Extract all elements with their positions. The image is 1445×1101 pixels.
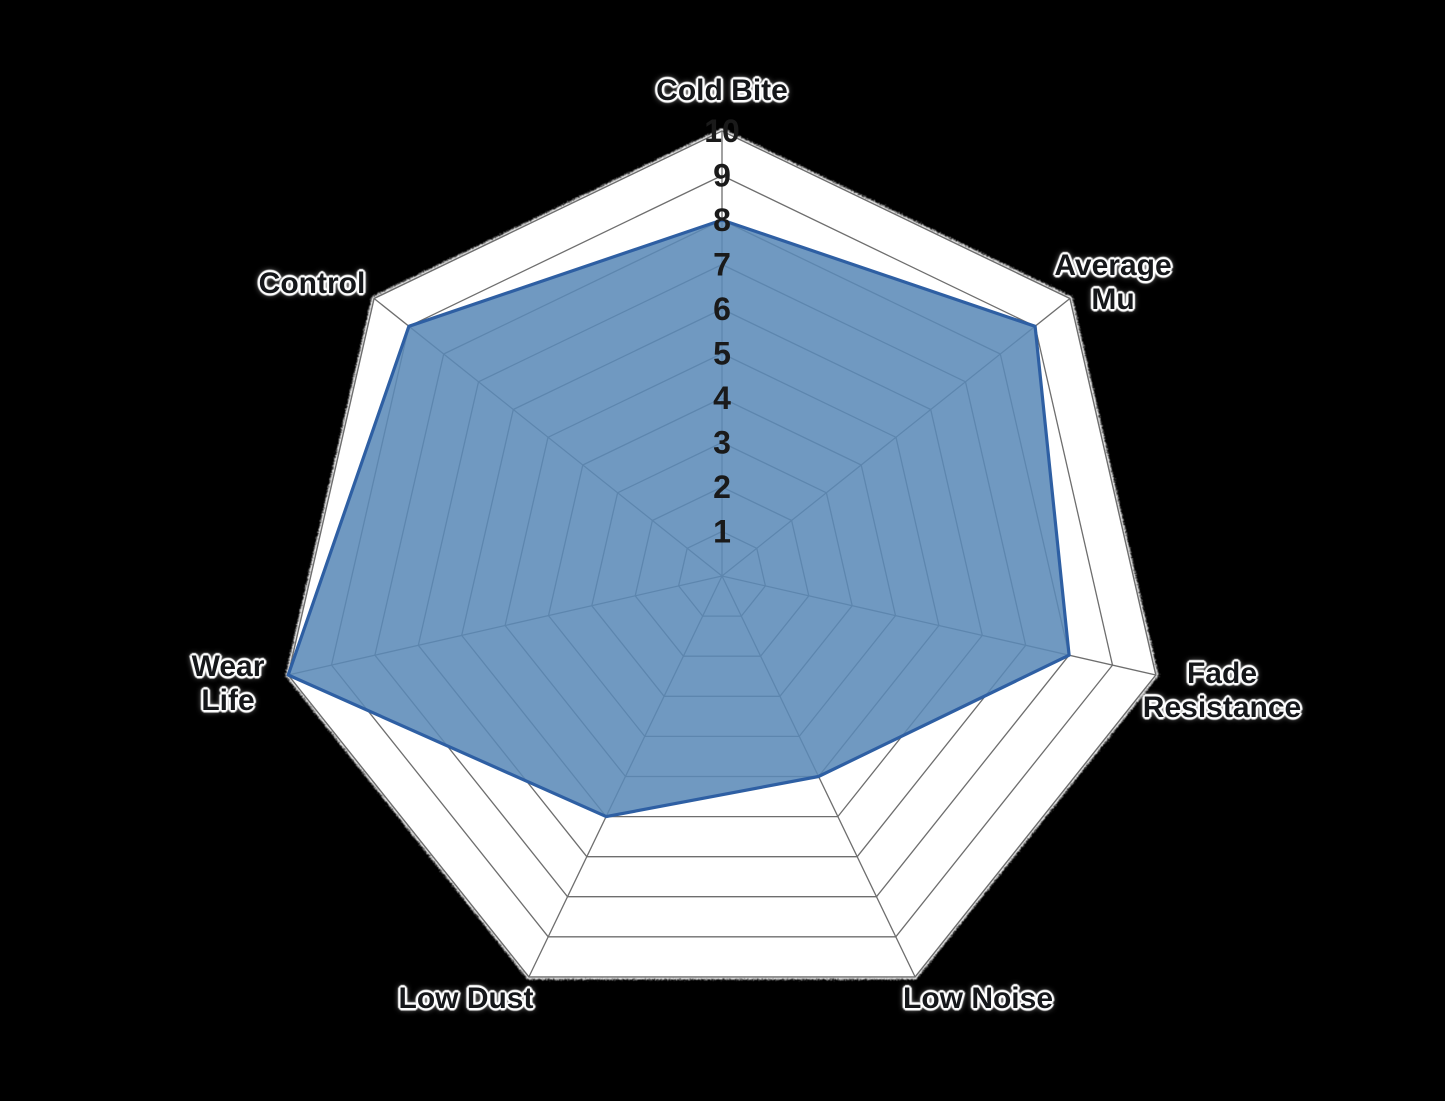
svg-text:7: 7 [713, 247, 731, 283]
svg-text:2: 2 [713, 469, 731, 505]
svg-text:3: 3 [713, 425, 731, 461]
svg-text:9: 9 [713, 158, 731, 194]
svg-text:5: 5 [713, 336, 731, 372]
svg-text:6: 6 [713, 291, 731, 327]
svg-text:4: 4 [713, 380, 731, 416]
svg-text:10: 10 [704, 113, 740, 149]
svg-text:8: 8 [713, 202, 731, 238]
svg-text:1: 1 [713, 514, 731, 550]
